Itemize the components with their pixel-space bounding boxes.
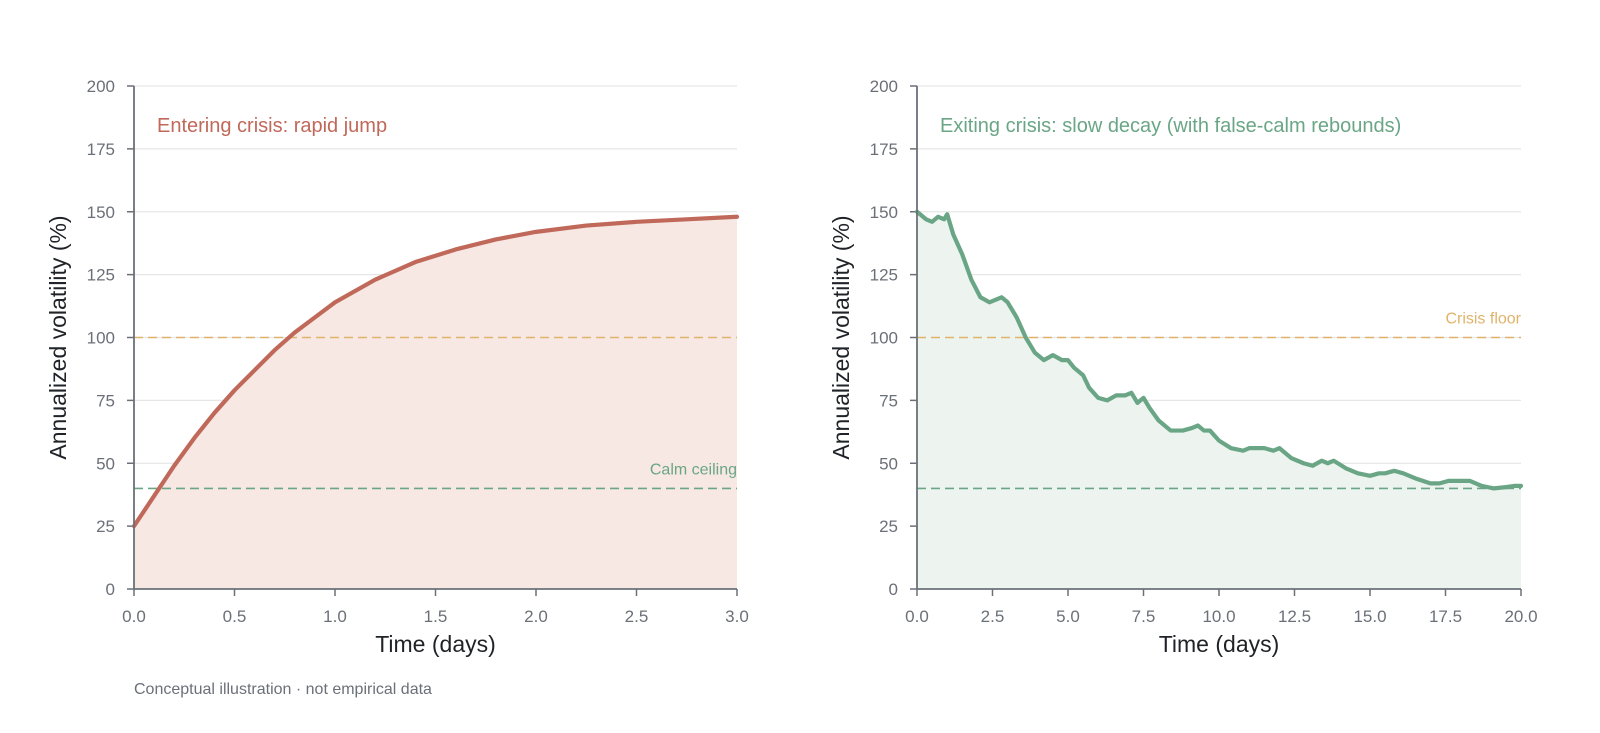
- y-axis-title: Annualized volatility (%): [828, 215, 854, 459]
- y-tick-label: 0: [106, 580, 115, 599]
- x-tick-label: 2.5: [625, 607, 649, 626]
- x-tick-label: 0.0: [122, 607, 146, 626]
- y-tick-label: 50: [96, 454, 115, 473]
- y-tick-label: 175: [870, 140, 898, 159]
- x-tick-label: 1.5: [424, 607, 448, 626]
- x-tick-label: 17.5: [1429, 607, 1462, 626]
- y-axis-title: Annualized volatility (%): [45, 215, 71, 459]
- x-tick-label: 0.5: [223, 607, 247, 626]
- y-tick-label: 75: [879, 391, 898, 410]
- y-tick-label: 125: [870, 266, 898, 285]
- area-fill: [917, 211, 1521, 589]
- x-tick-label: 12.5: [1278, 607, 1311, 626]
- x-axis-title: Time (days): [375, 631, 496, 657]
- y-tick-label: 25: [96, 517, 115, 536]
- x-tick-label: 15.0: [1353, 607, 1386, 626]
- x-tick-label: 0.0: [905, 607, 929, 626]
- y-tick-label: 200: [870, 77, 898, 96]
- x-tick-label: 2.0: [524, 607, 548, 626]
- chart-title: Exiting crisis: slow decay (with false-c…: [940, 115, 1401, 137]
- chart-panel-2: 0 25 50 75 100 125 150 175 200 Crisis floor 0.0 2.5…: [828, 77, 1538, 657]
- series-line: [131, 214, 740, 529]
- x-tick-label: 2.5: [981, 607, 1005, 626]
- chart-panel-1: 0 25 50 75 100 125 150 175 200 Calm ceiling 0.0 0.5…: [45, 77, 749, 657]
- y-tick-label: 200: [87, 77, 115, 96]
- x-tick-label: 7.5: [1132, 607, 1156, 626]
- reference-line-label: Crisis floor: [1445, 311, 1521, 328]
- y-tick-label: 75: [96, 391, 115, 410]
- y-tick-label: 100: [870, 329, 898, 348]
- y-tick-label: 50: [879, 454, 898, 473]
- area-fill: [134, 216, 737, 589]
- x-tick-label: 10.0: [1202, 607, 1235, 626]
- x-axis-title: Time (days): [1159, 631, 1280, 657]
- y-tick-label: 125: [87, 266, 115, 285]
- chart-title: Entering crisis: rapid jump: [157, 115, 387, 137]
- reference-line-label: Calm ceiling: [650, 461, 737, 478]
- y-tick-label: 150: [870, 203, 898, 222]
- x-tick-label: 1.0: [323, 607, 347, 626]
- x-tick-label: 5.0: [1056, 607, 1080, 626]
- series-line: [914, 209, 1524, 491]
- x-tick-label: 3.0: [725, 607, 749, 626]
- footnote: Conceptual illustration · not empirical …: [134, 681, 432, 698]
- y-tick-label: 25: [879, 517, 898, 536]
- y-tick-label: 100: [87, 329, 115, 348]
- x-tick-label: 20.0: [1504, 607, 1537, 626]
- y-tick-label: 175: [87, 140, 115, 159]
- y-tick-label: 150: [87, 203, 115, 222]
- y-tick-label: 0: [889, 580, 898, 599]
